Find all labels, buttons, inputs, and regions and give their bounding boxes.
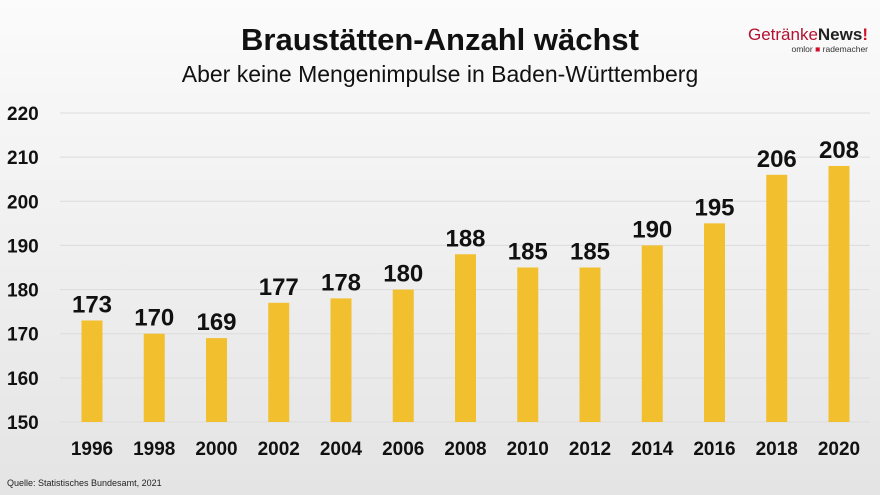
data-label: 170 bbox=[134, 305, 174, 332]
y-tick-label: 160 bbox=[7, 369, 39, 390]
bar bbox=[143, 333, 165, 422]
data-label: 195 bbox=[694, 194, 734, 221]
x-tick-label: 2016 bbox=[693, 439, 735, 460]
data-label: 169 bbox=[196, 309, 236, 336]
data-label: 185 bbox=[570, 239, 610, 266]
data-label: 185 bbox=[508, 239, 548, 266]
getraenkenews-logo: GetränkeNews! omlor ■ rademacher bbox=[747, 25, 868, 55]
x-tick-label: 1998 bbox=[133, 439, 175, 460]
data-label: 177 bbox=[259, 274, 299, 301]
y-tick-label: 210 bbox=[7, 148, 39, 169]
x-tick-label: 2008 bbox=[444, 439, 486, 460]
y-tick-label: 220 bbox=[7, 104, 39, 125]
y-tick-label: 190 bbox=[7, 236, 39, 257]
x-tick-label: 2006 bbox=[382, 439, 424, 460]
y-tick-label: 150 bbox=[7, 413, 39, 434]
y-tick-label: 170 bbox=[7, 325, 39, 346]
bar bbox=[517, 267, 539, 422]
x-tick-label: 2014 bbox=[631, 439, 674, 460]
data-label: 206 bbox=[757, 146, 797, 173]
bar bbox=[330, 298, 352, 422]
data-label: 190 bbox=[632, 216, 672, 243]
bar bbox=[392, 289, 414, 422]
x-tick-label: 2000 bbox=[195, 439, 237, 460]
x-tick-label: 2004 bbox=[320, 439, 363, 460]
data-label: 208 bbox=[819, 137, 859, 164]
bar bbox=[268, 302, 290, 422]
bar bbox=[641, 245, 663, 422]
chart-subtitle: Aber keine Mengenimpulse in Baden-Württe… bbox=[181, 61, 699, 87]
data-label: 188 bbox=[445, 225, 485, 252]
chart-title: Braustätten-Anzahl wächst bbox=[241, 22, 639, 57]
x-tick-label: 2002 bbox=[258, 439, 300, 460]
bar bbox=[81, 320, 103, 422]
x-tick-label: 2020 bbox=[818, 439, 860, 460]
bar bbox=[455, 254, 476, 422]
y-tick-label: 180 bbox=[7, 281, 39, 302]
bar bbox=[704, 223, 725, 422]
bar bbox=[206, 338, 227, 422]
x-tick-label: 2018 bbox=[756, 439, 798, 460]
source-note: Quelle: Statistisches Bundesamt, 2021 bbox=[7, 478, 162, 488]
bar bbox=[579, 267, 601, 422]
data-label: 173 bbox=[72, 291, 112, 318]
data-label: 180 bbox=[383, 261, 423, 288]
x-tick-label: 1996 bbox=[71, 439, 113, 460]
x-tick-label: 2012 bbox=[569, 439, 611, 460]
y-tick-label: 200 bbox=[7, 192, 39, 213]
bar bbox=[828, 165, 850, 422]
bar bbox=[766, 174, 788, 422]
x-tick-label: 2010 bbox=[507, 439, 549, 460]
data-label: 178 bbox=[321, 269, 361, 296]
